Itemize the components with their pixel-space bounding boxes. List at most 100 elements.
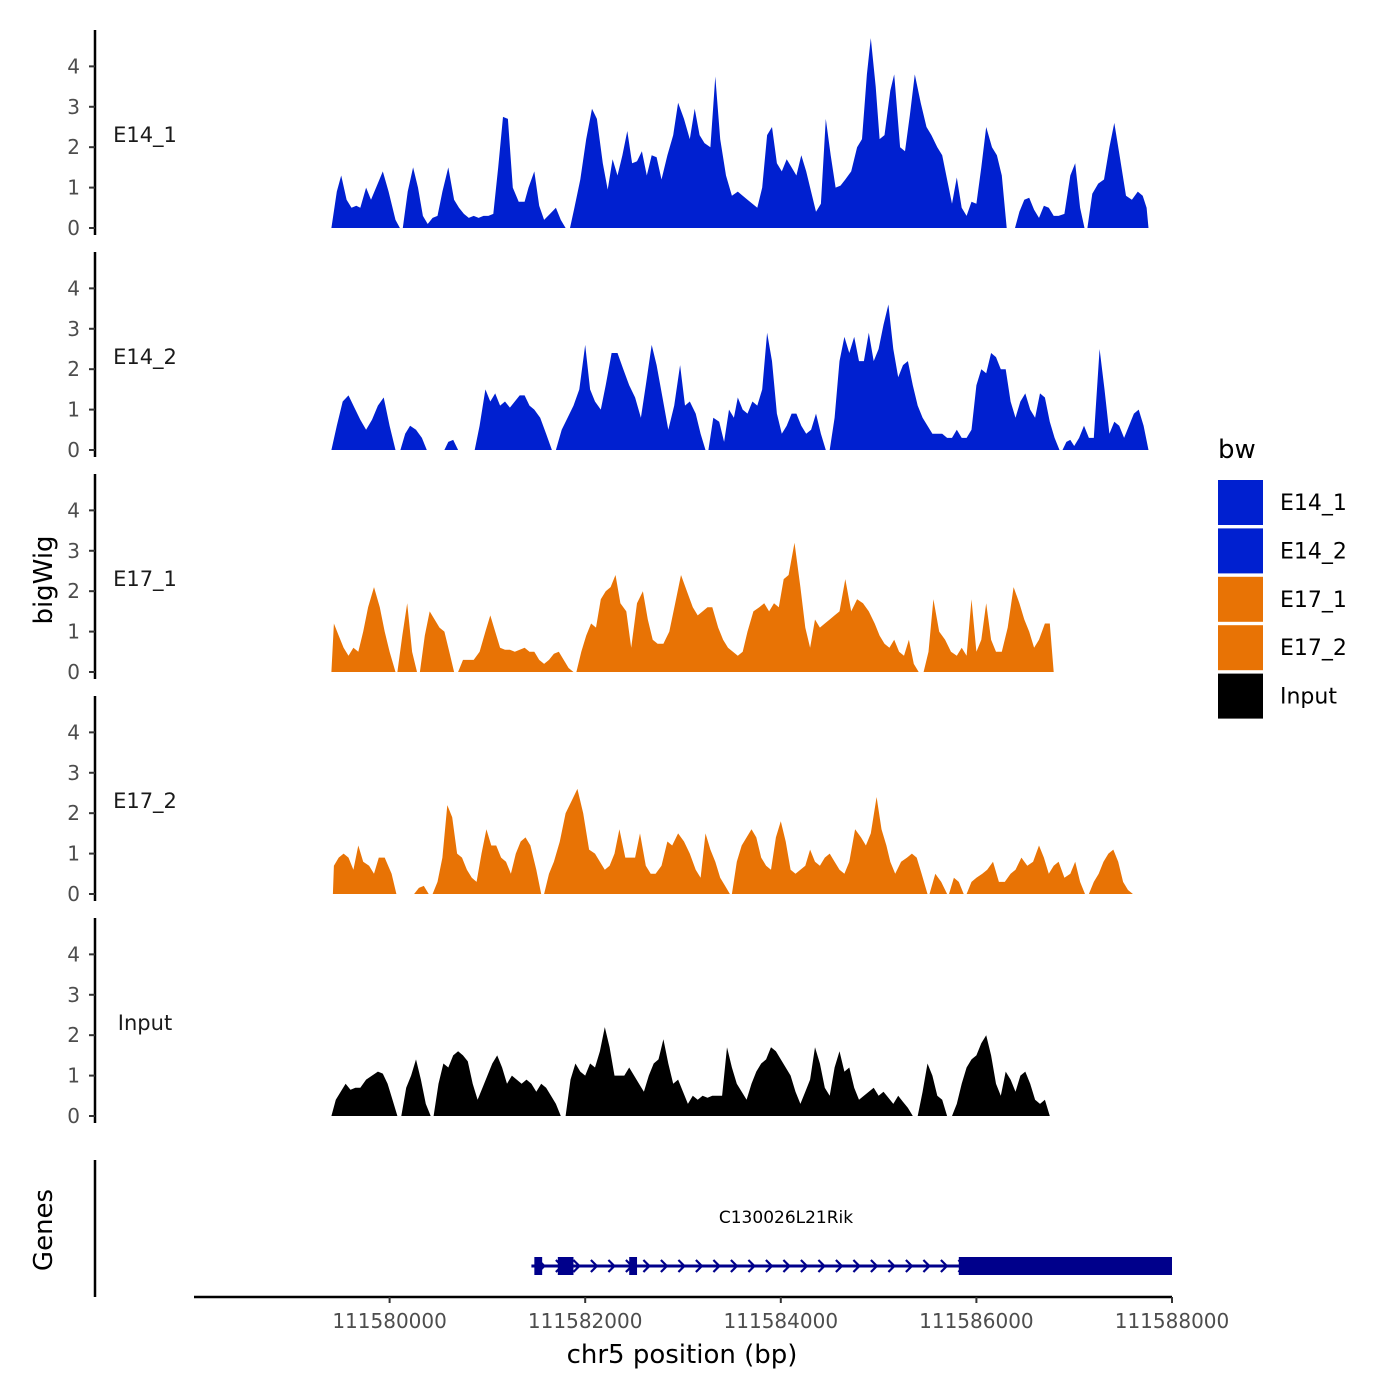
- strand-arrow: [905, 1259, 914, 1273]
- legend-item-e17-2: E17_2: [1218, 625, 1347, 671]
- legend-swatch: [1218, 480, 1263, 525]
- strand-arrow: [590, 1259, 599, 1273]
- coverage-area-e17-1-2: [419, 611, 455, 672]
- coverage-area-e14-2-5: [708, 332, 826, 450]
- genes-axis-title: Genes: [29, 1189, 59, 1271]
- y-tick-label: 1: [67, 620, 80, 644]
- coverage-area-input-2: [433, 1051, 561, 1116]
- gene-exon: [557, 1257, 574, 1275]
- strand-arrow: [782, 1259, 791, 1273]
- legend-item-input: Input: [1218, 673, 1337, 719]
- track-label: E14_2: [113, 345, 177, 370]
- gene-exon: [958, 1257, 1172, 1275]
- legend-swatch: [1218, 528, 1263, 574]
- legend-label: Input: [1280, 685, 1337, 710]
- strand-arrow: [800, 1259, 809, 1273]
- coverage-area-e14-2-7: [1062, 349, 1149, 450]
- strand-arrow: [852, 1259, 861, 1273]
- coverage-area-e17-2-2: [432, 805, 542, 894]
- strand-arrow: [642, 1259, 651, 1273]
- y-tick-label: 4: [67, 276, 80, 300]
- legend-item-e14-1: E14_1: [1218, 480, 1347, 525]
- track-label: E14_1: [113, 123, 177, 148]
- y-tick-label: 0: [67, 216, 80, 240]
- coverage-area-e14-2-3: [474, 389, 552, 450]
- x-tick-label: 111580000: [332, 1309, 447, 1333]
- coverage-area-e14-1-3: [1015, 163, 1085, 228]
- track-label: E17_1: [113, 567, 177, 592]
- track-input: 0 1 2 3 4 Input: [67, 918, 1050, 1128]
- strand-arrow: [677, 1259, 686, 1273]
- track-e17-1: 0 1 2 3 4 E17_1: [67, 474, 1054, 684]
- coverage-area-e17-1-0: [331, 587, 396, 672]
- x-tick-label: 111586000: [919, 1309, 1034, 1333]
- strand-arrow: [817, 1259, 826, 1273]
- strand-arrow: [940, 1259, 949, 1273]
- coverage-area-e17-1-1: [397, 603, 417, 672]
- coverage-area-e14-2-4: [555, 344, 706, 450]
- y-tick-label: 3: [67, 539, 80, 563]
- coverage-area-e17-2-1: [414, 885, 429, 894]
- legend: bw E14_1 E14_2 E17_1 E17_2 Input: [1218, 435, 1347, 719]
- track-e14-2: 0 1 2 3 4 E14_2: [67, 252, 1149, 462]
- gene-name-label: C130026L21Rik: [719, 1208, 853, 1228]
- y-tick-label: 3: [67, 983, 80, 1007]
- strand-arrow: [660, 1259, 669, 1273]
- strand-arrow: [607, 1259, 616, 1273]
- y-tick-label: 4: [67, 942, 80, 966]
- y-tick-label: 3: [67, 95, 80, 119]
- y-tick-label: 3: [67, 761, 80, 785]
- coverage-area-e14-1-1: [402, 116, 566, 228]
- strand-arrow: [835, 1259, 844, 1273]
- coverage-area-input-0: [331, 1071, 398, 1116]
- coverage-area-e17-2-0: [332, 845, 397, 894]
- y-tick-label: 0: [67, 438, 80, 462]
- strand-arrow: [572, 1259, 581, 1273]
- legend-title: bw: [1218, 435, 1256, 465]
- coverage-area-e17-1-4: [576, 542, 919, 672]
- y-tick-label: 2: [67, 1023, 80, 1047]
- strand-arrow: [747, 1259, 756, 1273]
- strand-arrow: [887, 1259, 896, 1273]
- legend-item-e14-2: E14_2: [1218, 528, 1347, 574]
- track-e17-2: 0 1 2 3 4 E17_2: [67, 696, 1133, 906]
- coverage-area-e14-2-1: [400, 425, 427, 450]
- coverage-area-e14-1-2: [570, 38, 1007, 228]
- x-axis: 111580000 111582000 111584000 111586000 1115…: [194, 1295, 1230, 1333]
- x-tick-label: 111584000: [724, 1309, 839, 1333]
- y-tick-label: 2: [67, 801, 80, 825]
- coverage-area-input-3: [565, 1027, 913, 1116]
- strand-arrow: [765, 1259, 774, 1273]
- strand-arrow: [712, 1259, 721, 1273]
- legend-swatch: [1218, 673, 1263, 719]
- track-e14-1: 0 1 2 3 4 E14_1: [67, 30, 1149, 240]
- legend-label: E14_1: [1280, 491, 1347, 516]
- coverage-area-e17-2-6: [949, 877, 964, 894]
- coverage-area-e14-2-0: [331, 395, 396, 450]
- legend-label: E17_2: [1280, 636, 1347, 661]
- x-tick-label: 111582000: [528, 1309, 643, 1333]
- coverage-area-e14-1-4: [1087, 122, 1149, 228]
- gene-exon: [629, 1257, 638, 1275]
- strand-arrow: [870, 1259, 879, 1273]
- coverage-area-input-1: [401, 1059, 431, 1116]
- gene-track: C130026L21Rik: [93, 1160, 1172, 1297]
- track-panels: 0 1 2 3 4 E14_1 0 1 2 3 4 E14_2 0 1 2 3 4 E17_1 0 1 2 3 4 E17_2…: [67, 30, 1149, 1128]
- coverage-area-e17-2-5: [929, 873, 948, 894]
- y-tick-label: 1: [67, 842, 80, 866]
- legend-item-e17-1: E17_1: [1218, 576, 1347, 622]
- y-axis-title: bigWig: [29, 535, 59, 624]
- legend-swatch: [1218, 576, 1263, 622]
- coverage-area-input-5: [952, 1035, 1050, 1116]
- x-tick-label: 111588000: [1115, 1309, 1230, 1333]
- coverage-area-e14-2-2: [444, 439, 459, 450]
- coverage-area-input-4: [917, 1063, 948, 1116]
- x-axis-title: chr5 position (bp): [567, 1340, 798, 1370]
- gene-exon: [534, 1257, 543, 1275]
- y-tick-label: 0: [67, 882, 80, 906]
- legend-swatch: [1218, 625, 1263, 671]
- coverage-area-e17-1-5: [923, 587, 1054, 672]
- coverage-area-e17-2-4: [731, 797, 928, 894]
- coverage-area-e17-1-3: [458, 615, 574, 672]
